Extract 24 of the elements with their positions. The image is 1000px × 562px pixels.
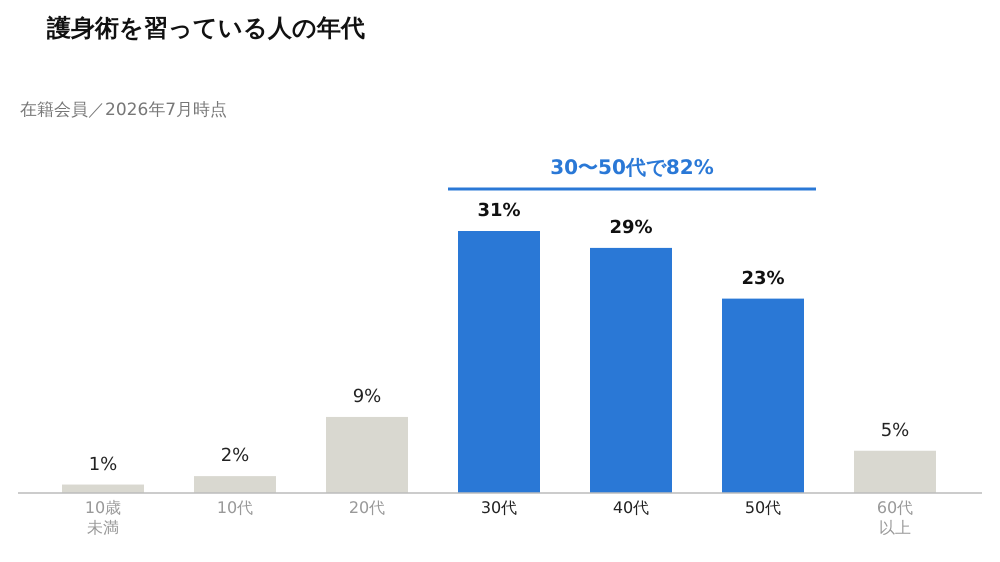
bar	[590, 248, 672, 493]
data-label: 2%	[220, 445, 250, 466]
x-tick-label: 40代	[612, 498, 650, 518]
x-tick-label: 50代	[744, 498, 782, 518]
bar	[722, 298, 804, 493]
x-tick-label: 60代以上	[876, 498, 914, 538]
data-label: 31%	[476, 200, 522, 221]
data-label: 29%	[608, 216, 654, 238]
bar	[458, 231, 540, 493]
bar	[194, 476, 276, 493]
data-label: 1%	[88, 454, 118, 475]
chart-title: 護身術を習っている人の年代	[47, 13, 365, 44]
data-label: 9%	[352, 386, 382, 407]
x-tick-label: 10歳未満	[84, 498, 122, 538]
bar	[62, 484, 144, 493]
text: 30〜50代で82%	[549, 154, 715, 181]
bar	[854, 450, 936, 493]
chart-subtitle: 在籍会員／2026年7月時点	[20, 99, 228, 121]
data-label: 5%	[880, 420, 910, 441]
data-label: 23%	[740, 268, 786, 289]
bar	[326, 416, 408, 493]
x-tick-label: 10代	[216, 498, 254, 518]
x-tick-label: 30代	[480, 498, 518, 518]
x-tick-label: 20代	[348, 498, 386, 518]
